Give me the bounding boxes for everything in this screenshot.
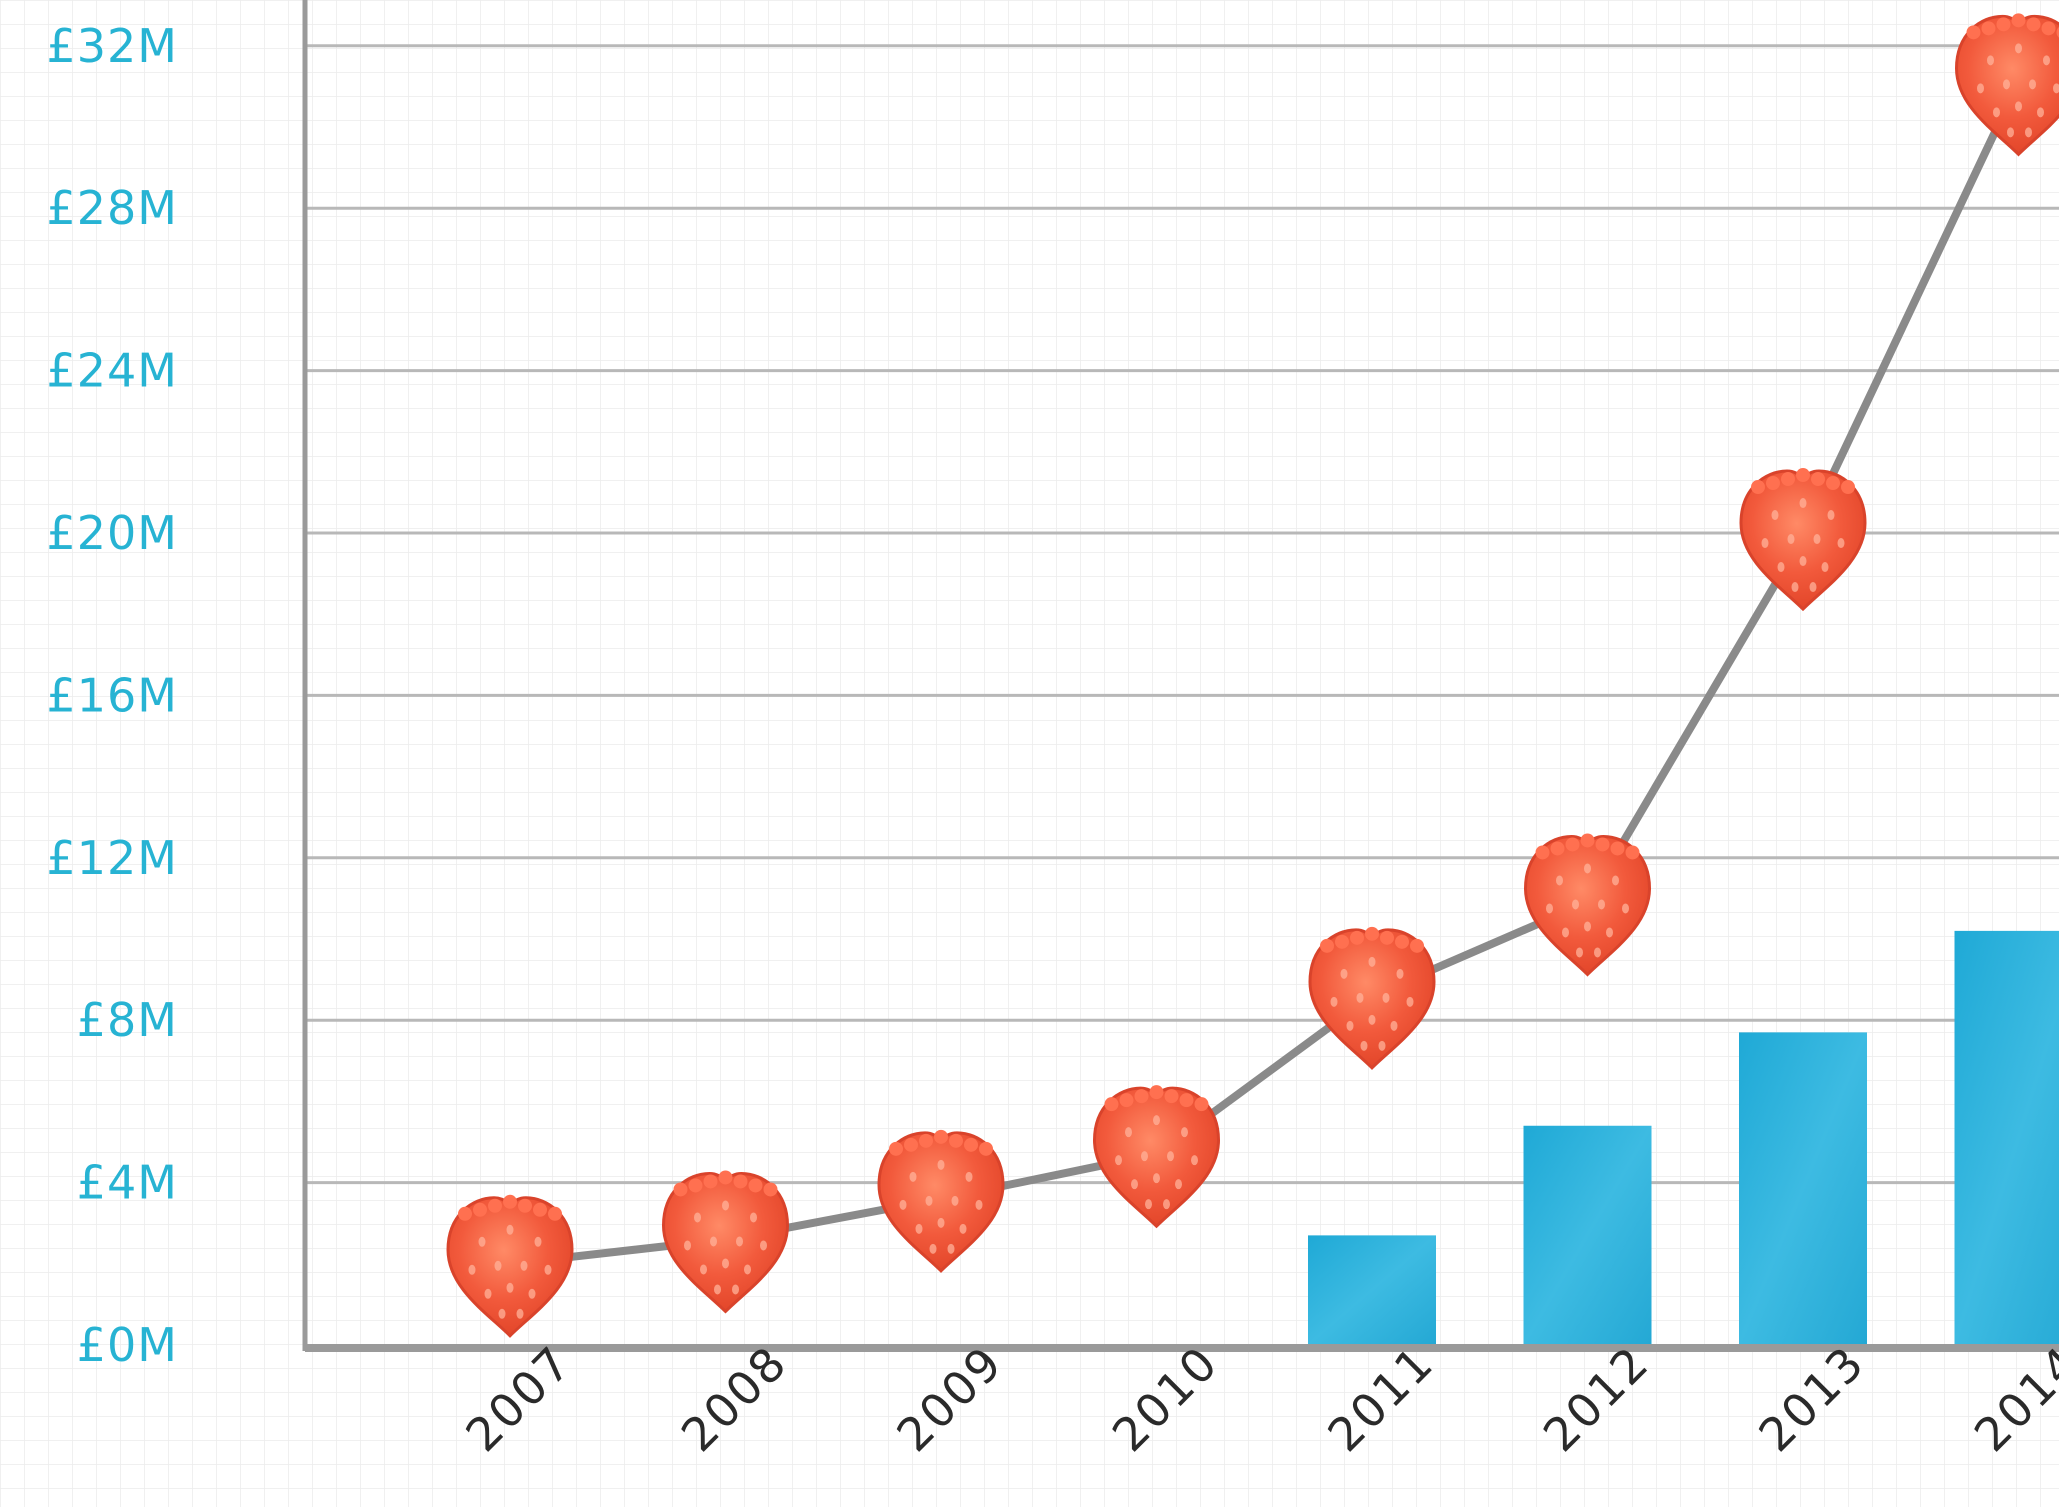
strawberry-marker: [1092, 1085, 1221, 1229]
strawberry-marker: [1308, 926, 1436, 1070]
y-tick-label: £28M: [47, 181, 179, 235]
y-tick-label: £4M: [77, 1156, 178, 1210]
bar: [1308, 1235, 1436, 1345]
bars: [1308, 930, 2059, 1345]
y-tick-label: £20M: [47, 506, 179, 560]
y-tick-label: £8M: [77, 993, 178, 1047]
y-tick-label: £16M: [47, 668, 179, 722]
y-tick-label: £12M: [47, 831, 179, 885]
bar: [1739, 1032, 1867, 1345]
y-tick-label: £0M: [77, 1318, 178, 1372]
grid-lines: [305, 44, 2059, 1185]
axes: [302, 0, 2059, 1352]
strawberry-marker: [1523, 833, 1652, 977]
bar: [1954, 930, 2059, 1345]
strawberry-marker: [1954, 13, 2059, 157]
strawberry-marker: [877, 1129, 1005, 1273]
strawberry-marker: [1739, 468, 1867, 612]
y-tick-labels: £0M £4M £8M £12M £16M £20M £24M £28M £32M: [47, 19, 179, 1372]
strawberry-marker: [661, 1170, 790, 1314]
y-tick-label: £32M: [47, 19, 179, 73]
markers: [446, 13, 2059, 1338]
bar: [1523, 1125, 1652, 1345]
y-tick-label: £24M: [47, 344, 179, 398]
strawberry-marker: [446, 1194, 574, 1338]
